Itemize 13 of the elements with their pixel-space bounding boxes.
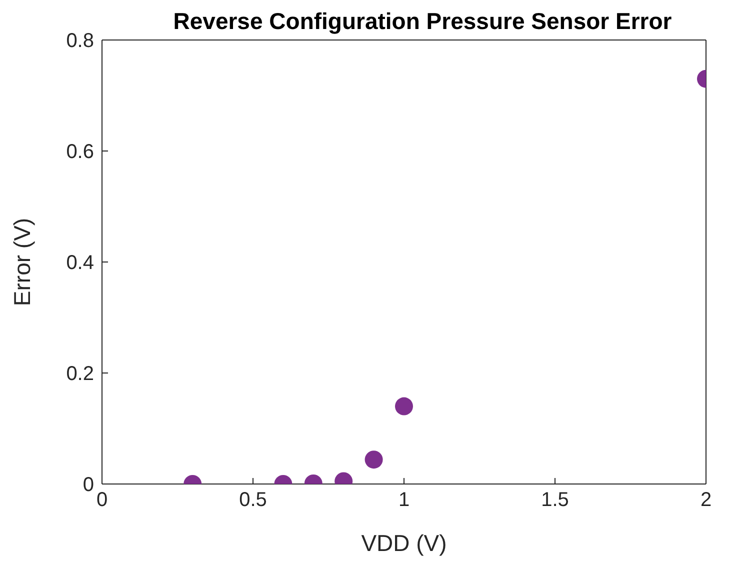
x-tick-label: 2 <box>700 489 712 512</box>
x-tick-label: 1 <box>398 489 410 512</box>
x-tick-label: 0.5 <box>239 489 267 512</box>
y-tick-label: 0.8 <box>66 30 94 52</box>
chart-title: Reverse Configuration Pressure Sensor Error <box>173 8 672 34</box>
y-tick-label: 0.4 <box>66 252 94 274</box>
y-tick-label: 0.6 <box>66 141 94 164</box>
y-axis-title: Error (V) <box>9 218 36 306</box>
x-tick-label: 0 <box>96 489 108 512</box>
y-tick-label: 0 <box>82 474 94 496</box>
x-axis-title: VDD (V) <box>361 530 447 556</box>
y-tick-label: 0.2 <box>66 363 94 386</box>
x-tick-label: 1.5 <box>541 489 569 512</box>
